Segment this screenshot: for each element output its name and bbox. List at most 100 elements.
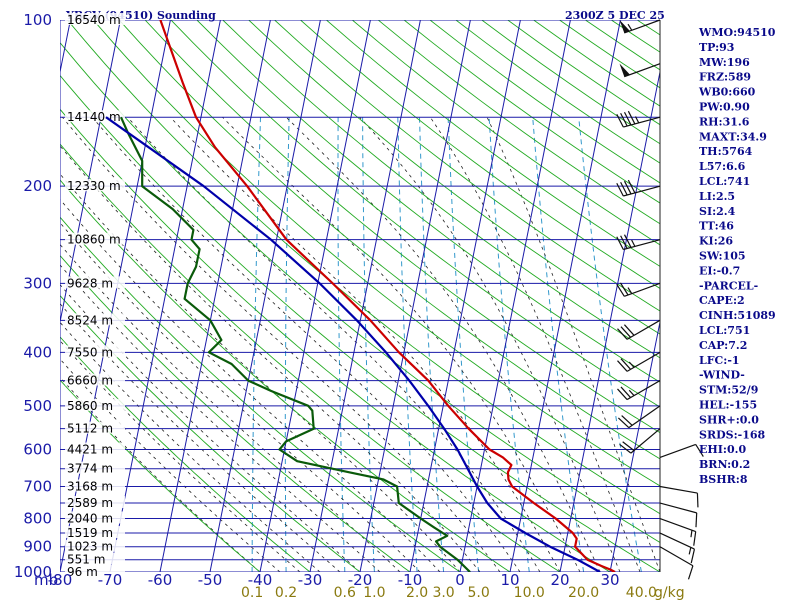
moist-adiabat-line bbox=[60, 358, 281, 572]
stability-index: KI:26 bbox=[699, 235, 733, 248]
height-label: 1519 m bbox=[67, 526, 113, 540]
wind-barb-staff bbox=[626, 351, 661, 372]
isotherm-line bbox=[459, 20, 571, 572]
mixing-ratio-tick-label: 5.0 bbox=[467, 585, 489, 600]
height-label: 16540 m bbox=[67, 13, 121, 27]
stability-index: LFC:-1 bbox=[699, 354, 740, 367]
wind-barb-feather bbox=[620, 235, 628, 249]
stability-index: FRZ:589 bbox=[699, 71, 751, 84]
wind-barb-feather bbox=[622, 441, 635, 452]
pressure-tick-label: 900 bbox=[23, 538, 52, 556]
pressure-tick-label: 200 bbox=[23, 177, 52, 195]
height-label: 4421 m bbox=[67, 443, 113, 457]
wind-barb-feather bbox=[620, 112, 628, 127]
stability-index: -WIND- bbox=[699, 369, 745, 382]
wind-barb-feather bbox=[627, 110, 636, 125]
wind-barb-feather bbox=[623, 180, 632, 195]
wind-barb-staff bbox=[623, 116, 661, 128]
mixing-ratio-line bbox=[397, 117, 418, 572]
mixing-ratio-tick-label: 0.6 bbox=[334, 585, 356, 600]
isotherm-line bbox=[509, 20, 621, 572]
height-label-backdrop bbox=[65, 421, 125, 434]
wind-barb-staff bbox=[623, 239, 661, 251]
mixing-ratio-line bbox=[284, 117, 290, 572]
wind-barb-half-feather bbox=[628, 361, 635, 368]
wind-barb bbox=[659, 485, 699, 508]
stability-index: WMO:94510 bbox=[698, 26, 776, 39]
mixing-ratio-line bbox=[251, 117, 261, 572]
pressure-tick-label: 700 bbox=[23, 477, 52, 495]
mixing-ratio-tick-label: 10.0 bbox=[514, 585, 545, 600]
wind-barb-feather bbox=[616, 236, 624, 250]
wind-barb-staff bbox=[659, 502, 697, 514]
height-label-backdrop bbox=[65, 565, 125, 577]
wind-barb-feather bbox=[695, 512, 698, 528]
moist-adiabat-line bbox=[60, 198, 441, 572]
wind-barb-feather bbox=[695, 444, 704, 457]
wind-barb-feather bbox=[616, 283, 625, 297]
temperature-tick-label: -70 bbox=[98, 571, 123, 589]
wind-barb bbox=[617, 405, 661, 429]
pressure-tick-label: 400 bbox=[23, 343, 52, 361]
wind-barb-feather bbox=[617, 360, 628, 372]
height-label-backdrop bbox=[65, 442, 125, 455]
wind-barb-feather bbox=[616, 114, 624, 128]
wind-barb bbox=[617, 319, 661, 340]
wind-barb-feather bbox=[690, 548, 696, 564]
height-label: 3774 m bbox=[67, 462, 113, 476]
stability-index: TP:93 bbox=[699, 41, 734, 54]
height-label: 1023 m bbox=[67, 540, 113, 554]
wind-barb bbox=[659, 546, 694, 580]
stability-index: EHI:0.0 bbox=[699, 443, 746, 456]
stability-index: SW:105 bbox=[699, 250, 746, 263]
height-label: 7550 m bbox=[67, 345, 113, 359]
isotherm-line bbox=[609, 319, 660, 572]
mixing-ratio-line bbox=[578, 117, 642, 572]
wind-barb-feather bbox=[623, 111, 632, 126]
wind-barbs bbox=[616, 19, 704, 580]
stability-index: TH:5764 bbox=[699, 145, 753, 158]
wind-barb-staff bbox=[628, 405, 661, 429]
moist-adiabat-line bbox=[486, 117, 660, 572]
wind-barb-half-feather bbox=[631, 239, 636, 247]
height-label: 3168 m bbox=[67, 479, 113, 493]
temperature-tick-label: -10 bbox=[398, 571, 423, 589]
temperature-profile-line bbox=[159, 20, 616, 572]
wind-barb-flag bbox=[619, 19, 630, 33]
wind-barb-staff bbox=[659, 517, 696, 533]
wind-barb-feather bbox=[619, 443, 632, 454]
moist-adiabat-line bbox=[60, 321, 321, 572]
wind-barb bbox=[659, 502, 698, 528]
stability-index: TT:46 bbox=[699, 220, 734, 233]
mixing-ratio-tick-label: 2.0 bbox=[406, 585, 428, 600]
stability-index: SI:2.4 bbox=[699, 205, 736, 218]
moist-adiabat-line bbox=[285, 116, 601, 572]
wind-barb-feather bbox=[687, 565, 694, 580]
temperature-tick-label: -50 bbox=[198, 571, 223, 589]
wind-barb bbox=[616, 282, 661, 297]
temperature-tick-label: 20 bbox=[550, 571, 569, 589]
height-label: 5112 m bbox=[67, 422, 113, 436]
height-label: 6660 m bbox=[67, 374, 113, 388]
moist-adiabat-line bbox=[60, 145, 481, 572]
wind-barb-half-feather bbox=[634, 116, 640, 124]
stability-index: CAP:7.2 bbox=[699, 339, 747, 352]
pressure-unit-label: mb bbox=[34, 571, 58, 589]
wind-barb-staff bbox=[626, 380, 661, 401]
moist-adiabat-line bbox=[60, 173, 461, 572]
stability-index: CINH:51089 bbox=[699, 309, 776, 322]
height-label-backdrop bbox=[65, 526, 125, 539]
height-label: 10860 m bbox=[67, 233, 121, 247]
height-label-backdrop bbox=[65, 13, 125, 25]
dewpoint-profile-line bbox=[119, 116, 471, 572]
wind-barb-feather bbox=[620, 386, 632, 398]
height-label-backdrop bbox=[65, 496, 125, 509]
mixing-ratio-tick-label: 0.1 bbox=[241, 585, 263, 600]
wind-barb bbox=[617, 380, 661, 401]
wind-barb-feather bbox=[620, 326, 632, 338]
stability-index: WB0:660 bbox=[698, 86, 756, 99]
wind-barb-staff bbox=[659, 485, 698, 494]
wind-barb bbox=[619, 63, 661, 78]
